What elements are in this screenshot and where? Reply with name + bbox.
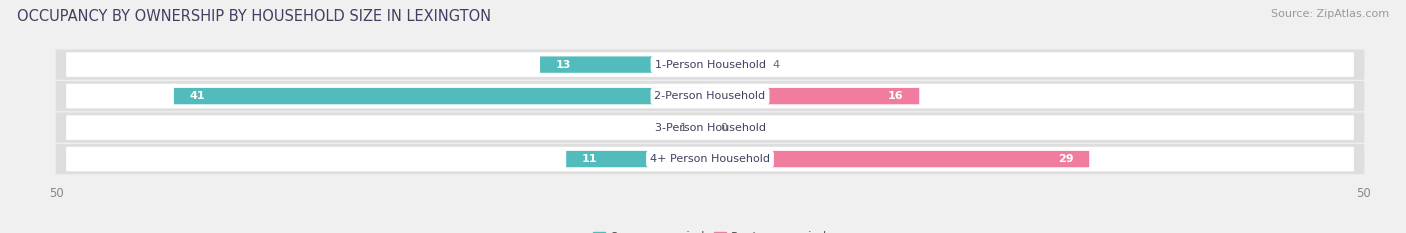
FancyBboxPatch shape xyxy=(710,56,762,73)
Text: 41: 41 xyxy=(190,91,205,101)
FancyBboxPatch shape xyxy=(66,84,1354,108)
Legend: Owner-occupied, Renter-occupied: Owner-occupied, Renter-occupied xyxy=(588,226,832,233)
FancyBboxPatch shape xyxy=(66,52,1354,77)
FancyBboxPatch shape xyxy=(710,151,1090,167)
Text: 4+ Person Household: 4+ Person Household xyxy=(650,154,770,164)
Text: 16: 16 xyxy=(889,91,904,101)
FancyBboxPatch shape xyxy=(697,119,710,136)
FancyBboxPatch shape xyxy=(710,88,920,104)
FancyBboxPatch shape xyxy=(567,151,710,167)
FancyBboxPatch shape xyxy=(56,113,1364,143)
Text: 1: 1 xyxy=(679,123,686,133)
FancyBboxPatch shape xyxy=(66,147,1354,171)
Text: 1-Person Household: 1-Person Household xyxy=(655,60,765,70)
Text: 2-Person Household: 2-Person Household xyxy=(654,91,766,101)
Text: OCCUPANCY BY OWNERSHIP BY HOUSEHOLD SIZE IN LEXINGTON: OCCUPANCY BY OWNERSHIP BY HOUSEHOLD SIZE… xyxy=(17,9,491,24)
Text: 11: 11 xyxy=(582,154,598,164)
Text: 13: 13 xyxy=(555,60,571,70)
Text: Source: ZipAtlas.com: Source: ZipAtlas.com xyxy=(1271,9,1389,19)
FancyBboxPatch shape xyxy=(56,81,1364,111)
FancyBboxPatch shape xyxy=(66,115,1354,140)
Text: 29: 29 xyxy=(1057,154,1074,164)
Text: 3-Person Household: 3-Person Household xyxy=(655,123,765,133)
Text: 4: 4 xyxy=(773,60,780,70)
FancyBboxPatch shape xyxy=(56,49,1364,80)
FancyBboxPatch shape xyxy=(56,144,1364,174)
Text: 0: 0 xyxy=(720,123,727,133)
FancyBboxPatch shape xyxy=(174,88,710,104)
FancyBboxPatch shape xyxy=(540,56,710,73)
